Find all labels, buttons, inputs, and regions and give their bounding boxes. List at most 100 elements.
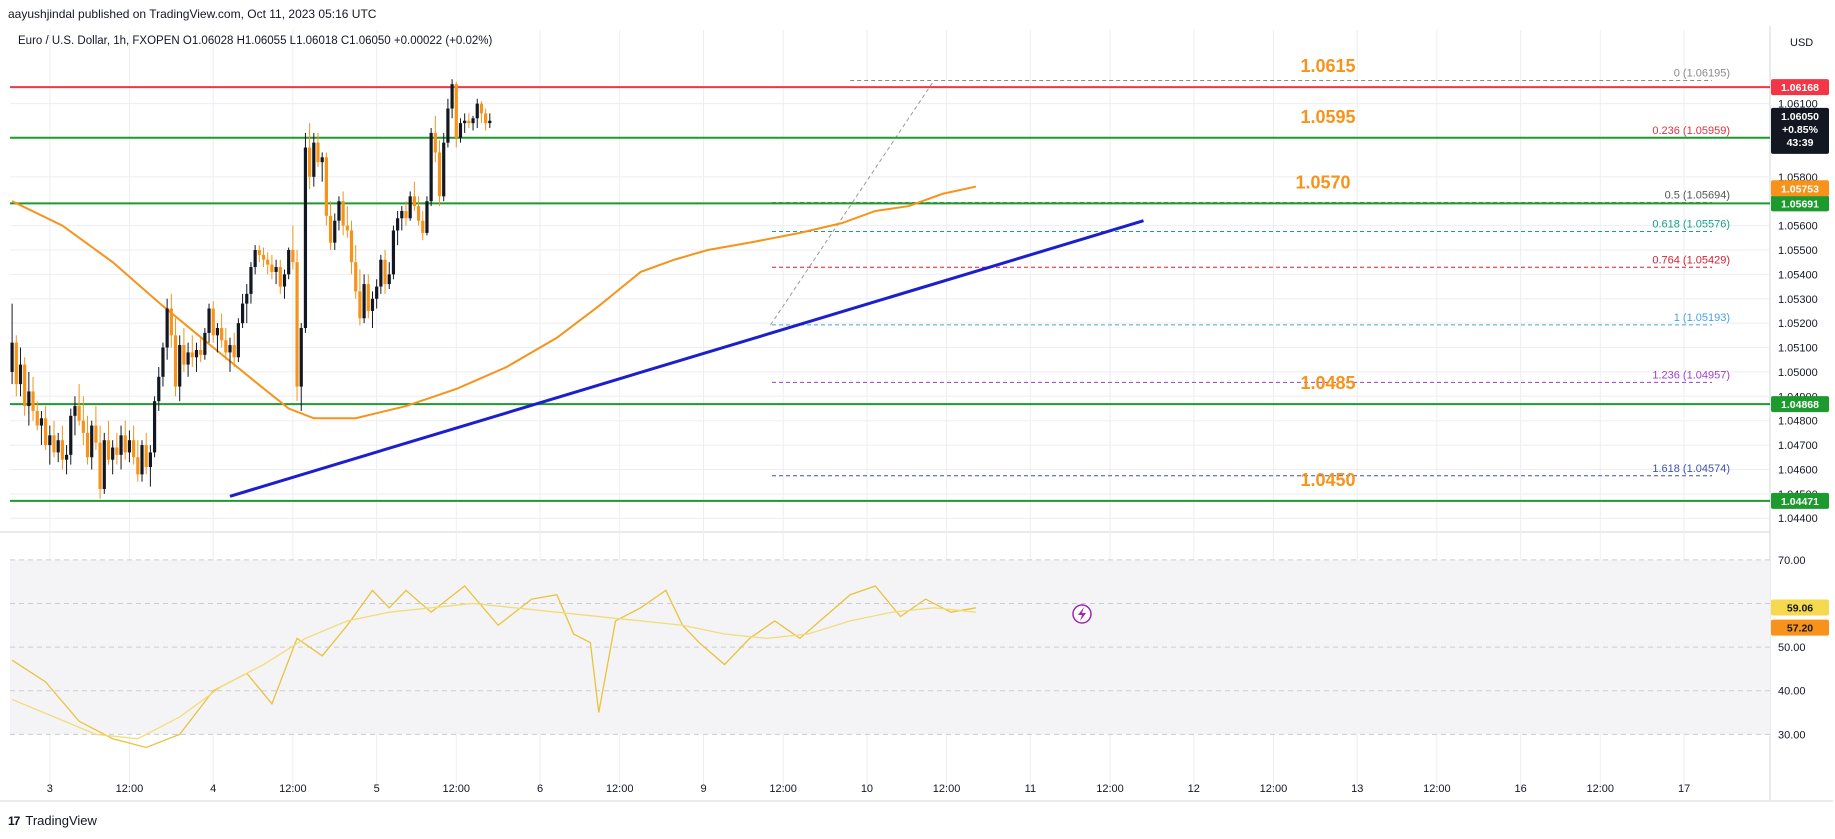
candle-body xyxy=(136,457,140,475)
candle-body xyxy=(484,113,488,124)
candle xyxy=(257,245,261,263)
level-axis-tag: 1.04868 xyxy=(1771,396,1829,413)
candle xyxy=(287,247,291,280)
candle xyxy=(383,249,387,294)
candle xyxy=(102,432,106,494)
candle-body xyxy=(220,328,224,341)
candle xyxy=(324,152,328,226)
candle xyxy=(408,191,412,221)
level-axis-tag: 1.06168 xyxy=(1771,79,1829,96)
candle-body xyxy=(236,323,240,358)
candle xyxy=(52,420,56,458)
candle-body xyxy=(215,328,220,336)
price-tick-label: 1.05600 xyxy=(1778,221,1818,233)
candle-body xyxy=(299,328,303,387)
candle xyxy=(337,196,341,231)
candle-body xyxy=(90,425,94,458)
candle-body xyxy=(257,249,261,255)
candle-body xyxy=(39,418,44,426)
candle-body xyxy=(391,230,396,275)
level-axis-tag-bg xyxy=(1771,79,1829,96)
candle xyxy=(215,323,220,353)
candle xyxy=(69,408,73,465)
candle-body xyxy=(144,445,148,468)
candle xyxy=(362,274,366,324)
candle xyxy=(220,313,224,348)
level-axis-tag-text: 1.05691 xyxy=(1781,198,1819,210)
candle-body xyxy=(94,425,98,443)
candle xyxy=(379,254,383,294)
candle xyxy=(416,196,421,226)
level-axis-tag: 1.04471 xyxy=(1771,492,1829,509)
price-tick-label: 1.05000 xyxy=(1778,367,1818,379)
ma-axis-tag-text: 1.05753 xyxy=(1781,183,1819,195)
candle-body xyxy=(14,342,18,385)
candle-body xyxy=(261,254,266,260)
candle-body xyxy=(207,308,211,333)
candle-body xyxy=(77,406,81,421)
candle xyxy=(64,445,69,475)
rsi-signal-tag-bg xyxy=(1771,619,1829,636)
axis-tags: 1.061681.059601.056911.048681.044711.057… xyxy=(1771,79,1829,636)
candle xyxy=(127,430,132,463)
candle xyxy=(35,401,39,431)
candle xyxy=(240,293,245,329)
time-tick-label: 12:00 xyxy=(1260,783,1288,795)
candle-body xyxy=(328,215,333,243)
candle xyxy=(274,259,278,285)
rsi-signal-tag-text: 57.20 xyxy=(1787,623,1813,635)
candle-body xyxy=(127,440,132,453)
candle xyxy=(245,284,249,324)
tradingview-logo[interactable]: 17 TradingView xyxy=(8,813,97,828)
candle xyxy=(299,323,303,411)
candle xyxy=(203,328,207,360)
level-label: 1.0450 xyxy=(1300,470,1355,490)
candle-body xyxy=(463,120,467,124)
candle-body xyxy=(320,157,324,163)
candle xyxy=(186,342,190,377)
candle xyxy=(333,213,337,250)
candle xyxy=(375,279,379,309)
candle-body xyxy=(211,308,215,336)
level-label: 1.0595 xyxy=(1300,107,1355,127)
candle-body xyxy=(408,196,412,219)
candle-body xyxy=(194,349,199,358)
ma-line xyxy=(11,185,977,420)
price-tick-label: 1.04800 xyxy=(1778,416,1818,428)
candle xyxy=(454,81,458,148)
lightning-icon-bolt xyxy=(1078,607,1086,621)
candle-body xyxy=(450,84,454,109)
candle xyxy=(442,132,446,202)
candle-body xyxy=(412,196,416,207)
rsi-value-tag: 59.06 xyxy=(1771,599,1829,616)
candle xyxy=(119,425,123,470)
candle xyxy=(10,303,14,385)
candle-body xyxy=(475,103,479,119)
moving-average xyxy=(11,185,977,420)
time-tick-label: 11 xyxy=(1025,783,1036,795)
candle xyxy=(429,128,433,207)
price-tick-label: 1.06100 xyxy=(1778,99,1818,111)
candle-body xyxy=(437,152,442,197)
candle-body xyxy=(425,201,429,233)
candle-body xyxy=(111,447,115,460)
candle xyxy=(475,98,479,129)
candle-body xyxy=(471,118,475,124)
symbol-ohlc-line: Euro / U.S. Dollar, 1h, FXOPEN O1.06028 … xyxy=(18,35,493,47)
current-price-tag: 1.06050+0.85%43:39 xyxy=(1771,107,1829,154)
fib-label: 0.618 (1.05576) xyxy=(1652,218,1730,230)
candle-body xyxy=(44,418,48,446)
candle-body xyxy=(291,249,295,263)
candle-body xyxy=(232,345,236,358)
candle xyxy=(31,376,35,421)
candle-body xyxy=(102,440,106,489)
candle-body xyxy=(324,157,328,216)
fibonacci-retracement: 0 (1.06195) 0.236 (1.05959) 0.5 (1.05694) 0… xyxy=(770,67,1730,477)
candle-body xyxy=(69,415,73,455)
candle xyxy=(161,342,165,387)
candle xyxy=(266,252,270,275)
candle xyxy=(400,206,404,231)
candle xyxy=(211,301,215,343)
candle-body xyxy=(282,274,287,287)
